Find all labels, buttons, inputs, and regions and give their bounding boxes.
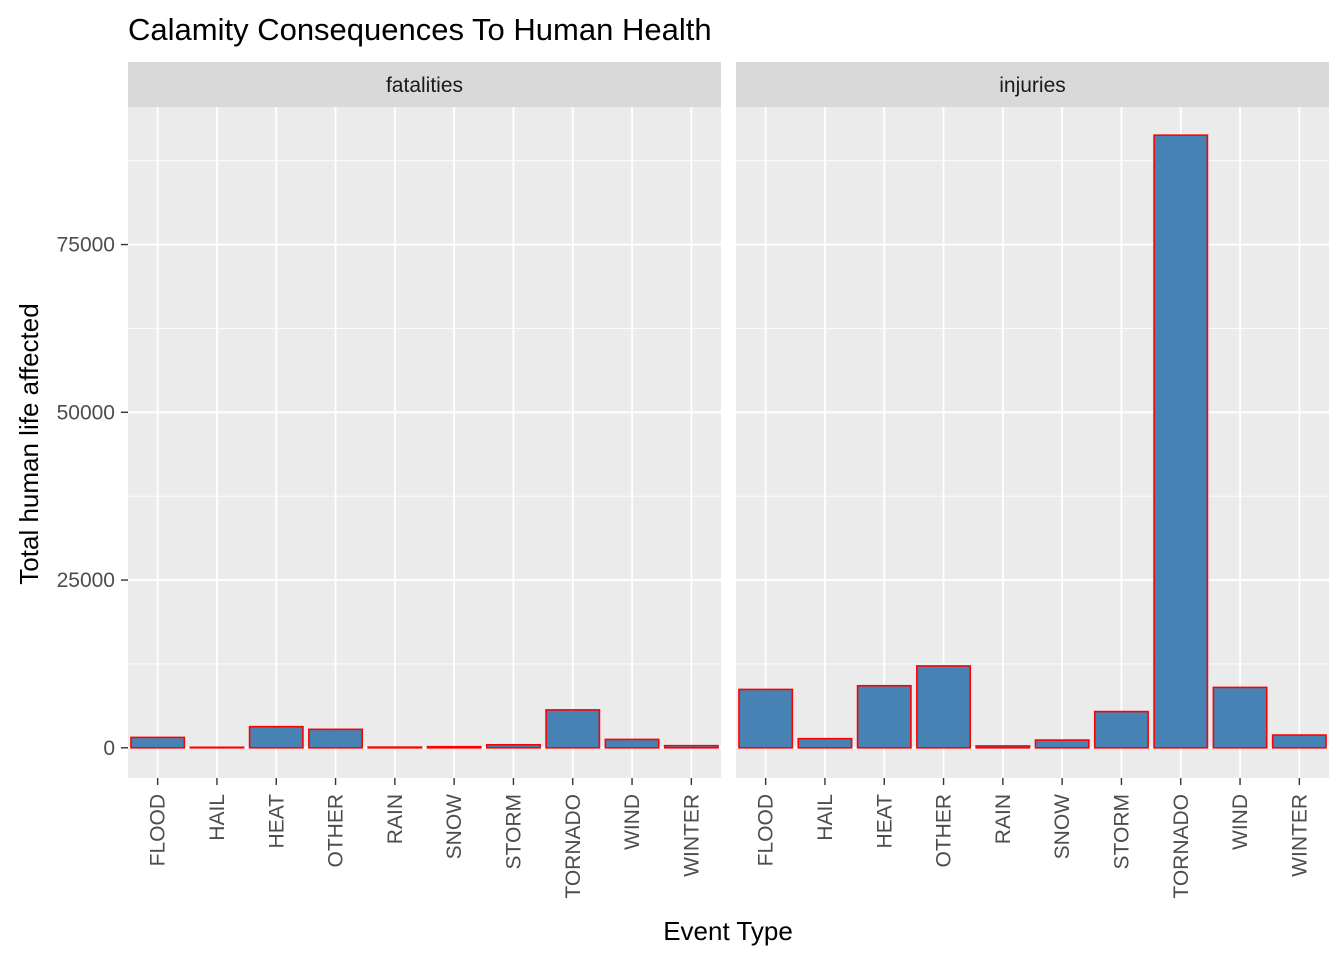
x-tick-label: WIND xyxy=(1229,794,1252,850)
bar-fatalities-other xyxy=(308,728,364,749)
bar-injuries-heat xyxy=(856,684,912,749)
x-tick-label: HEAT xyxy=(873,794,896,849)
bar-injuries-rain xyxy=(975,745,1031,749)
x-tick-label: OTHER xyxy=(325,794,348,868)
y-tick-label: 25000 xyxy=(57,569,115,592)
y-tick-label: 0 xyxy=(103,737,115,760)
x-tick-label: STORM xyxy=(1110,794,1133,869)
y-axis: 0 25000 50000 75000 xyxy=(57,234,128,760)
panel-background xyxy=(736,107,1329,778)
facet-panel-fatalities: fatalities FLOOD HAIL HEAT OTHER RAIN SNOW STOR… xyxy=(128,62,721,899)
x-tick-label: RAIN xyxy=(992,794,1015,844)
bar-fatalities-wind xyxy=(604,738,660,749)
x-tick-label: WINTER xyxy=(1288,794,1311,877)
bar-injuries-winter xyxy=(1271,734,1327,749)
x-tick-label: OTHER xyxy=(933,794,956,868)
x-tick-label: HAIL xyxy=(814,794,837,841)
facet-panel-injuries: injuries FLOOD HAIL HEAT OTHER RAIN SNOW STORM T… xyxy=(736,62,1329,899)
bar-injuries-tornado xyxy=(1153,134,1209,749)
facet-strip xyxy=(736,62,1329,107)
facet-panels: fatalities FLOOD HAIL HEAT OTHER RAIN SNOW STOR… xyxy=(128,62,1329,899)
facet-strip-label: fatalities xyxy=(386,74,463,97)
x-tick-label: TORNADO xyxy=(1170,794,1193,899)
bar-injuries-wind xyxy=(1212,686,1268,749)
x-tick-label: STORM xyxy=(502,794,525,869)
x-tick-label: WINTER xyxy=(680,794,703,877)
x-tick-label: WIND xyxy=(621,794,644,850)
bar-fatalities-snow xyxy=(426,745,482,749)
panel-background xyxy=(128,107,721,778)
y-tick-label: 75000 xyxy=(57,234,115,257)
bar-fatalities-tornado xyxy=(545,709,601,749)
x-axis-title: Event Type xyxy=(663,916,793,946)
bar-fatalities-flood xyxy=(130,736,186,749)
bar-injuries-storm xyxy=(1093,710,1149,749)
y-axis-title: Total human life affected xyxy=(14,303,44,584)
facet-strip xyxy=(128,62,721,107)
x-tick-label: HEAT xyxy=(265,794,288,849)
bar-fatalities-winter xyxy=(663,744,719,749)
x-tick-label: FLOOD xyxy=(755,794,778,866)
bar-fatalities-rain xyxy=(367,746,423,749)
x-tick-label: SNOW xyxy=(443,794,466,860)
y-tick-label: 50000 xyxy=(57,401,115,424)
bar-fatalities-storm xyxy=(485,743,541,749)
x-tick-label: HAIL xyxy=(206,794,229,841)
x-tick-label: SNOW xyxy=(1051,794,1074,860)
chart-title: Calamity Consequences To Human Health xyxy=(128,12,712,47)
facet-strip-label: injuries xyxy=(999,74,1066,97)
bar-injuries-other xyxy=(916,665,972,749)
bar-injuries-hail xyxy=(797,737,853,749)
x-tick-label: TORNADO xyxy=(562,794,585,899)
x-tick-label: RAIN xyxy=(384,794,407,844)
bar-fatalities-hail xyxy=(189,746,245,749)
bar-fatalities-heat xyxy=(248,725,304,749)
bar-injuries-flood xyxy=(738,688,794,749)
x-tick-label: FLOOD xyxy=(147,794,170,866)
bar-injuries-snow xyxy=(1034,739,1090,749)
